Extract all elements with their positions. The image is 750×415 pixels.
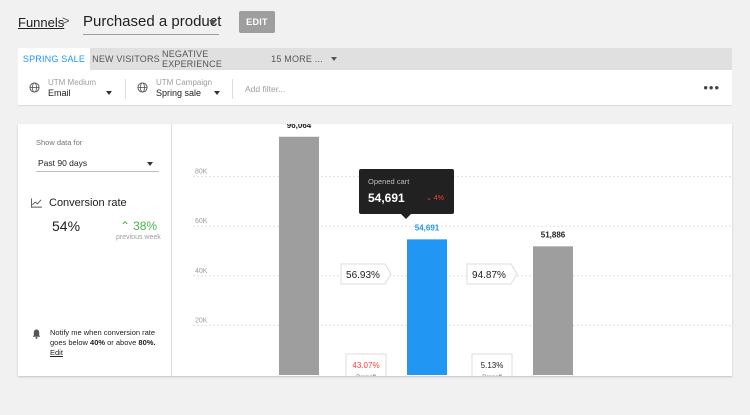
notify-low-threshold: 40% bbox=[90, 338, 106, 347]
globe-icon bbox=[29, 82, 40, 93]
change-value: 38% bbox=[133, 219, 158, 233]
conversion-change: ⌃ 38% bbox=[120, 219, 157, 233]
tab-negative-experience[interactable]: NEGATIVE EXPERIENCE bbox=[162, 48, 270, 70]
tab-more[interactable]: 15 MORE ... bbox=[270, 48, 338, 70]
filter-bar: UTM Medium Email UTM Campaign Spring sal… bbox=[18, 70, 732, 106]
funnel-title: Purchased a product bbox=[83, 13, 222, 30]
dropoff-badge bbox=[471, 353, 513, 376]
dropoff-label: Dropoff bbox=[356, 375, 376, 376]
breadcrumb-separator: > bbox=[62, 13, 70, 28]
bar-value-label: 96,064 bbox=[287, 124, 312, 130]
funnel-card: Show data for Past 90 days Conversion ra… bbox=[18, 124, 732, 376]
dropoff-label: Dropoff bbox=[482, 375, 502, 376]
tooltip-title: Opened cart bbox=[368, 177, 410, 186]
y-tick-label: 20K bbox=[195, 317, 208, 324]
edit-button[interactable]: EDIT bbox=[239, 11, 275, 33]
funnel-bar bbox=[279, 136, 319, 375]
filter-label: UTM Campaign bbox=[156, 78, 213, 87]
change-caption: previous week bbox=[116, 234, 161, 241]
date-range-select[interactable]: Past 90 days bbox=[36, 152, 159, 172]
dropoff-value: 5.13% bbox=[481, 361, 504, 370]
filter-value: Spring sale bbox=[156, 88, 202, 98]
globe-icon bbox=[137, 82, 148, 93]
chevron-down-icon bbox=[214, 91, 220, 95]
segment-tabs: SPRING SALE NEW VISITORS NEGATIVE EXPERI… bbox=[18, 48, 732, 70]
more-options-icon[interactable]: ••• bbox=[703, 80, 720, 95]
filter-utm-medium[interactable]: UTM Medium Email bbox=[18, 70, 123, 106]
filter-value: Email bbox=[48, 88, 71, 98]
y-tick-label: 60K bbox=[195, 218, 208, 225]
notify-text: Notify me when conversion rate goes belo… bbox=[50, 328, 156, 347]
tooltip-change: ⌄ 4% bbox=[426, 195, 444, 202]
tab-label: 15 MORE ... bbox=[271, 54, 323, 64]
conversion-rate-label: Conversion rate bbox=[49, 197, 127, 209]
divider bbox=[232, 79, 233, 99]
y-tick-label: 40K bbox=[195, 268, 208, 275]
bar-value-label: 54,691 bbox=[415, 223, 440, 232]
tab-label: NEGATIVE EXPERIENCE bbox=[162, 49, 223, 69]
conversion-rate-label: 94.87% bbox=[472, 270, 506, 281]
tab-label: NEW VISITORS bbox=[92, 54, 160, 64]
divider bbox=[125, 79, 126, 99]
conversion-rate-label: 56.93% bbox=[346, 270, 380, 281]
date-range-value: Past 90 days bbox=[38, 158, 88, 168]
tab-spring-sale[interactable]: SPRING SALE bbox=[18, 48, 90, 70]
show-data-for-label: Show data for bbox=[36, 138, 83, 147]
filter-label: UTM Medium bbox=[48, 78, 97, 87]
trend-line-icon bbox=[31, 198, 42, 208]
chevron-down-icon bbox=[106, 91, 112, 95]
funnel-bar bbox=[533, 246, 573, 375]
dropoff-badge bbox=[345, 353, 387, 376]
caret-down-icon bbox=[330, 57, 337, 61]
tab-new-visitors[interactable]: NEW VISITORS bbox=[90, 48, 162, 70]
add-filter-input[interactable]: Add filter... bbox=[245, 84, 286, 94]
funnel-bar bbox=[407, 239, 447, 375]
chevron-down-icon bbox=[209, 20, 217, 25]
notify-text: or above bbox=[105, 338, 139, 347]
dropoff-value: 43.07% bbox=[352, 361, 379, 370]
conversion-rate-value: 54% bbox=[52, 218, 81, 234]
chevron-down-icon bbox=[147, 162, 153, 166]
filter-utm-campaign[interactable]: UTM Campaign Spring sale bbox=[128, 70, 228, 106]
tooltip-value: 54,691 bbox=[368, 191, 405, 205]
tooltip-change-value: 4% bbox=[433, 195, 444, 202]
page-header: Funnels > Purchased a product EDIT bbox=[0, 0, 750, 46]
funnel-select[interactable]: Purchased a product bbox=[83, 11, 222, 35]
tab-label: SPRING SALE bbox=[22, 54, 86, 64]
bell-icon bbox=[32, 329, 41, 339]
conversion-badge bbox=[340, 263, 392, 285]
breadcrumb-funnels[interactable]: Funnels bbox=[18, 15, 65, 30]
arrow-up-icon: ⌃ bbox=[120, 219, 131, 233]
notify-settings: Notify me when conversion rate goes belo… bbox=[50, 328, 170, 358]
conversion-badge bbox=[466, 263, 518, 285]
bar-tooltip: Opened cart 54,691 ⌄ 4% bbox=[359, 169, 454, 219]
notify-edit-link[interactable]: Edit bbox=[50, 348, 63, 357]
summary-panel: Show data for Past 90 days Conversion ra… bbox=[18, 124, 172, 376]
notify-high-threshold: 80%. bbox=[138, 338, 156, 347]
y-tick-label: 80K bbox=[195, 169, 208, 176]
bar-value-label: 51,886 bbox=[541, 230, 566, 239]
